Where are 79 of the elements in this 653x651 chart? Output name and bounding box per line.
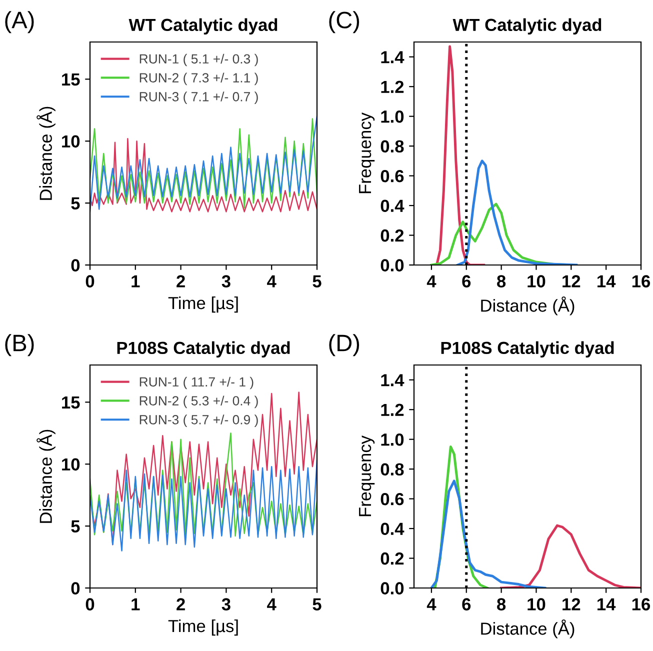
y-axis-title: Distance (Å): [36, 430, 56, 523]
text: (B): [5, 334, 34, 356]
x-tick-label: 4: [267, 275, 276, 288]
x-tick-label: 0: [86, 598, 94, 610]
x-tick-label: 12: [562, 598, 580, 610]
line-series: [430, 480, 546, 588]
line-series: [500, 524, 641, 588]
chart-title: WT Catalytic dyad: [128, 18, 278, 34]
text: (C): [329, 11, 360, 34]
line-series: [435, 45, 486, 265]
y-tick-label: 10: [62, 458, 80, 471]
legend-label: RUN-1 ( 5.1 +/- 0.3 ): [140, 54, 258, 66]
y-tick-label: 15: [62, 396, 80, 409]
x-tick-label: 4: [426, 598, 436, 610]
legend-label: RUN-2 ( 5.3 +/- 0.4 ): [140, 396, 258, 408]
y-tick-label: 0.6: [380, 492, 404, 506]
x-tick-label: 1: [132, 275, 140, 288]
line-series: [90, 138, 317, 212]
x-tick-label: 5: [312, 598, 322, 610]
y-tick-label: 0.8: [380, 463, 404, 476]
y-tick-label: 1.4: [381, 51, 404, 64]
x-tick-label: 16: [632, 275, 650, 288]
y-tick-label: 1.2: [381, 80, 404, 93]
y-tick-label: 0: [71, 582, 80, 594]
y-tick-label: 0.6: [380, 170, 404, 182]
x-tick-label: 1: [132, 598, 140, 610]
x-tick-label: 8: [497, 275, 506, 288]
text: (D): [329, 334, 360, 356]
y-tick-label: 1.0: [381, 110, 404, 123]
legend-label: RUN-2 ( 7.3 +/- 1.1 ): [140, 72, 258, 86]
x-tick-label: 5: [312, 275, 322, 288]
chart-title: P108S Catalytic dyad: [117, 341, 290, 358]
y-tick-label: 0.2: [380, 229, 404, 242]
x-tick-label: 4: [426, 275, 436, 288]
chart-title: WT Catalytic dyad: [452, 18, 602, 34]
y-axis-title: Frequency: [359, 436, 375, 516]
x-axis-title: Distance (Å): [481, 619, 574, 638]
y-tick-label: 0.4: [380, 200, 404, 212]
legend-label: RUN-1 ( 11.7 +/- 1 ): [140, 376, 254, 390]
y-tick-label: 15: [62, 74, 80, 86]
x-tick-label: 3: [222, 275, 230, 288]
y-tick-label: 0.4: [380, 522, 404, 535]
line-series: [456, 160, 578, 265]
x-tick-label: 8: [497, 598, 506, 610]
y-tick-label: 0.8: [380, 140, 404, 153]
x-tick-label: 6: [462, 275, 471, 288]
line-series: [90, 460, 317, 552]
chart-title: P108S Catalytic dyad: [441, 341, 614, 358]
y-tick-label: 0.2: [380, 552, 404, 565]
x-tick-label: 10: [528, 275, 546, 288]
y-tick-label: 5: [71, 197, 80, 210]
y-tick-label: 10: [62, 135, 80, 148]
x-tick-label: 14: [598, 598, 616, 610]
text: (A): [5, 11, 34, 34]
legend-label: RUN-3 ( 5.7 +/- 0.9 ): [140, 414, 258, 427]
y-tick-label: 1.2: [381, 404, 404, 416]
x-tick-label: 0: [86, 275, 94, 288]
y-tick-label: 1.4: [381, 374, 404, 386]
x-tick-label: 2: [176, 598, 185, 610]
line-series: [90, 432, 317, 537]
legend-label: RUN-3 ( 7.1 +/- 0.7 ): [140, 92, 258, 104]
x-axis-title: Distance (Å): [481, 296, 574, 316]
x-tick-label: 12: [562, 275, 580, 288]
x-tick-label: 14: [598, 275, 616, 288]
x-tick-label: 4: [267, 598, 276, 610]
y-tick-label: 0.0: [380, 259, 404, 272]
x-tick-label: 10: [528, 598, 546, 610]
y-axis-title: Distance (Å): [36, 106, 56, 200]
x-tick-label: 16: [632, 598, 650, 610]
y-axis-title: Frequency: [359, 112, 375, 194]
x-tick-label: 6: [462, 598, 471, 610]
x-tick-label: 3: [222, 598, 230, 610]
y-tick-label: 1.0: [381, 434, 404, 446]
y-tick-label: 0.0: [380, 582, 404, 594]
y-tick-label: 5: [71, 520, 80, 533]
x-axis-title: Time [µs]: [168, 296, 238, 313]
x-axis-title: Time [µs]: [168, 619, 238, 636]
y-tick-label: 0: [71, 259, 80, 272]
x-tick-label: 2: [176, 275, 185, 288]
